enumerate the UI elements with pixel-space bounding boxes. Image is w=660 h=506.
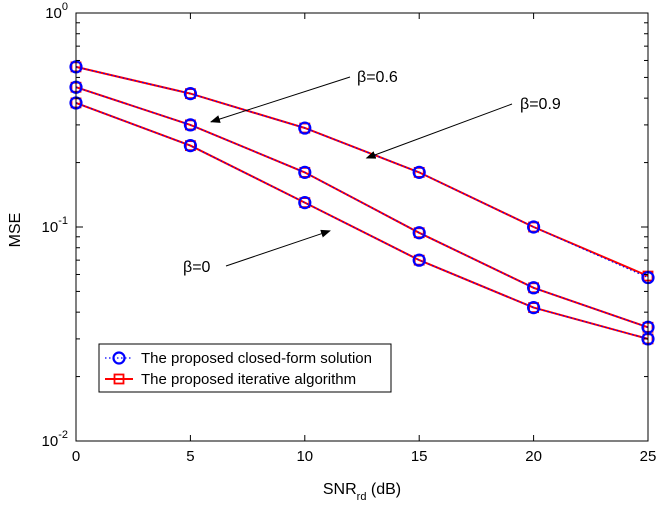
legend-marker-circle [112, 351, 126, 365]
data-point-circle [526, 220, 541, 234]
data-point-circle [412, 165, 426, 179]
data-point-circle [183, 118, 197, 132]
x-axis-title-subscript: rd [357, 491, 367, 503]
x-axis-title-main: SNR [323, 481, 357, 498]
x-tick-label: 20 [525, 448, 542, 465]
x-tick-label: 0 [72, 448, 80, 465]
annotation-arrow [225, 229, 331, 267]
y-tick-label: 10-1 [42, 215, 68, 236]
x-axis-title-unit: (dB) [366, 481, 401, 498]
data-point-circle [183, 87, 197, 101]
series-line [75, 86, 649, 328]
data-point-circle [412, 226, 426, 240]
y-tick-label: 100 [45, 1, 68, 22]
data-point-circle [412, 253, 426, 267]
x-tick-label: 10 [296, 448, 313, 465]
annotation-arrow [210, 76, 351, 123]
series-line [75, 101, 649, 340]
y-tick-label: 10-2 [42, 429, 68, 450]
data-point-circle [526, 281, 541, 295]
legend-box [98, 343, 392, 393]
data-point-circle [526, 301, 541, 315]
legend: The proposed closed-form solution The pro… [98, 343, 392, 393]
legend-label: The proposed closed-form solution [141, 350, 372, 367]
data-point-circle [298, 196, 312, 210]
data-point-circle [298, 121, 312, 135]
x-axis-title: SNRrd (dB) [323, 481, 401, 503]
legend-marker-square [113, 373, 125, 385]
legend-label: The proposed iterative algorithm [141, 371, 356, 388]
data-point-circle [298, 165, 312, 179]
x-tick-label: 25 [640, 448, 657, 465]
y-axis-title: MSE [7, 213, 24, 248]
data-point-circle [183, 139, 197, 153]
annotation-arrow [365, 103, 513, 159]
series-line [75, 65, 649, 277]
annotation-label: β=0 [183, 259, 211, 276]
x-tick-label: 5 [186, 448, 194, 465]
annotations-layer: β=0.6 β=0.9 β=0 [183, 69, 561, 276]
plot-frame [75, 12, 649, 442]
annotation-label: β=0.9 [520, 96, 561, 113]
annotation-label: β=0.6 [357, 69, 398, 86]
x-tick-label: 15 [411, 448, 428, 465]
